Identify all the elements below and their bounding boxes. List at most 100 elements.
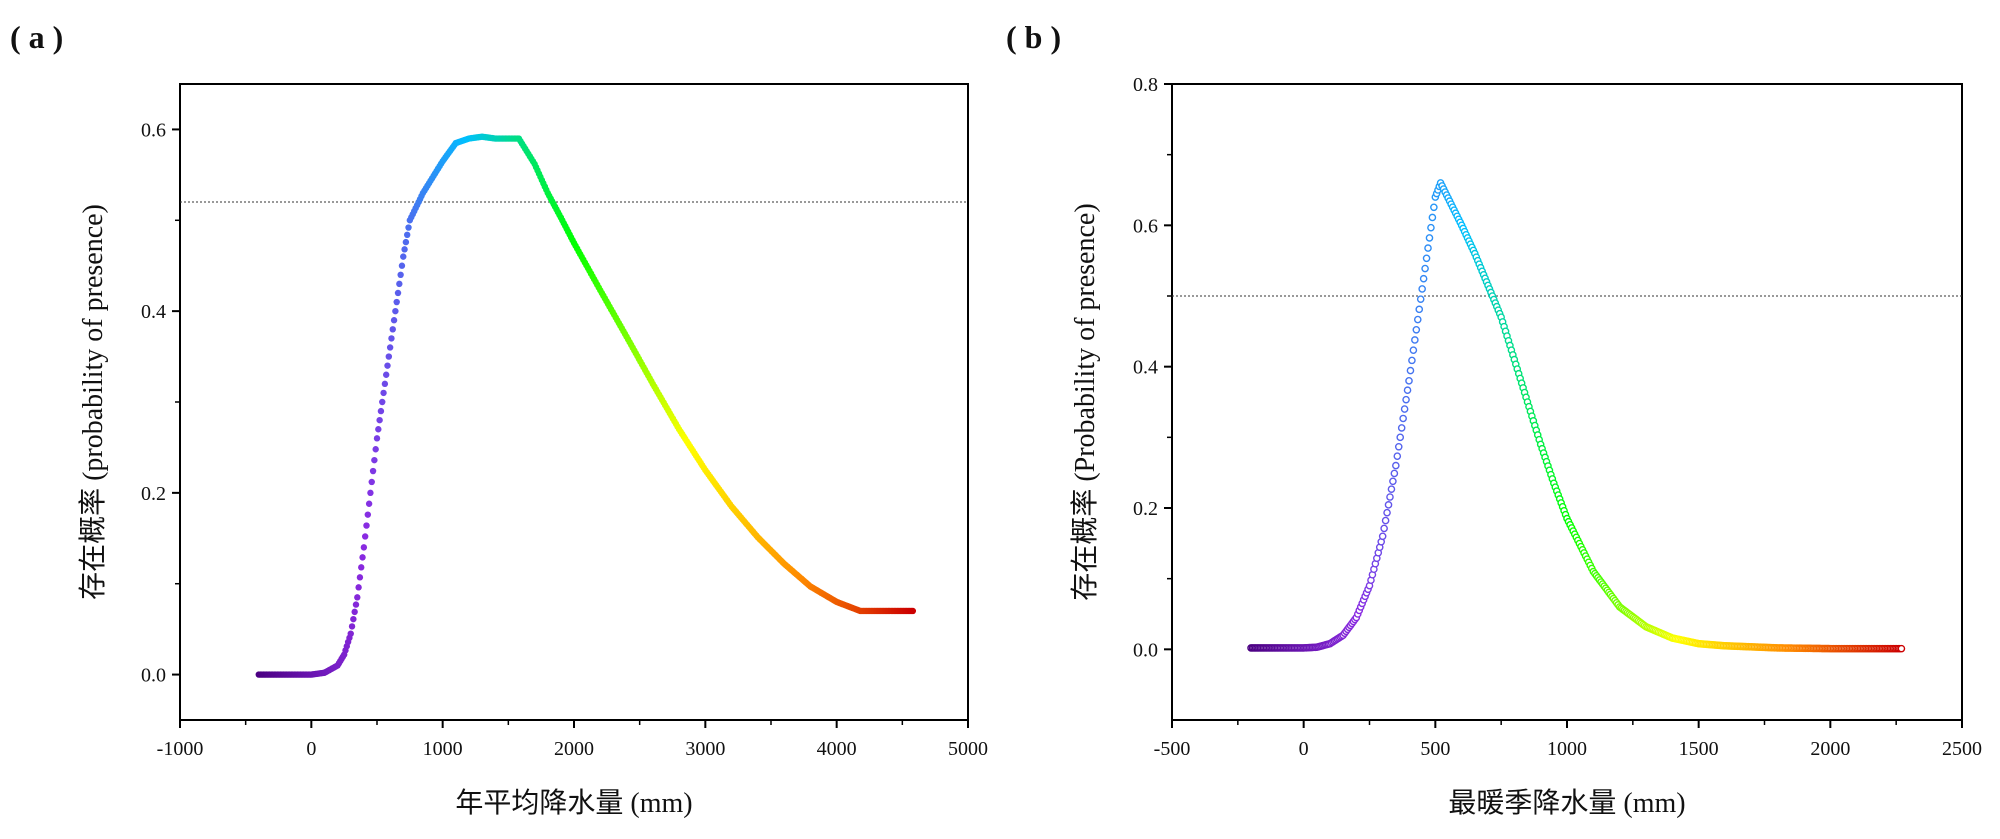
x-tick-label: 1000 xyxy=(423,738,463,760)
data-point xyxy=(1406,366,1415,375)
data-point xyxy=(393,298,400,306)
x-tick-label: 0 xyxy=(1299,738,1309,760)
data-point xyxy=(358,564,365,571)
data-point xyxy=(371,456,378,464)
data-point xyxy=(1397,424,1406,432)
data-point xyxy=(1393,452,1402,460)
data-point xyxy=(376,416,383,424)
data-point xyxy=(369,467,377,475)
data-point xyxy=(384,362,391,369)
x-tick-label: -500 xyxy=(1154,738,1191,760)
data-point xyxy=(400,253,407,260)
panel-a-plot-frame xyxy=(179,83,969,721)
x-tick-label: 500 xyxy=(1420,738,1450,760)
data-point xyxy=(1389,477,1397,486)
data-point xyxy=(1418,285,1426,293)
x-tick-label: -1000 xyxy=(157,738,204,760)
data-point xyxy=(909,607,917,615)
data-point xyxy=(1415,305,1424,314)
data-point xyxy=(375,426,382,433)
data-point xyxy=(1408,356,1416,365)
x-tick-label: 4000 xyxy=(817,738,857,760)
y-tick-label: 0.6 xyxy=(1133,215,1158,237)
data-point xyxy=(348,623,356,630)
data-point xyxy=(1897,644,1906,653)
x-tick-label: 3000 xyxy=(685,738,725,760)
data-point xyxy=(1430,203,1438,212)
data-point xyxy=(1419,274,1428,283)
data-point xyxy=(1380,524,1388,533)
panel-b-y-ticks: 0.0 0.2 0.4 0.6 0.8 xyxy=(1133,74,1172,661)
x-tick-label: 2500 xyxy=(1942,738,1982,760)
x-tick-label: 2000 xyxy=(554,738,594,760)
data-point xyxy=(351,608,358,616)
data-point xyxy=(1405,376,1413,385)
panel-b-y-axis-title: 存在概率 (Probability of presence) xyxy=(1069,203,1101,600)
data-point xyxy=(365,500,373,507)
data-point xyxy=(1412,325,1421,334)
data-point xyxy=(356,574,364,581)
data-point xyxy=(386,344,394,351)
x-tick-label: 1500 xyxy=(1679,738,1719,760)
data-point xyxy=(1425,234,1434,242)
data-point xyxy=(1394,442,1403,451)
data-point xyxy=(388,335,395,342)
data-point xyxy=(402,238,410,246)
panel-a-y-ticks: 0.0 0.2 0.4 0.6 xyxy=(141,119,180,687)
data-point xyxy=(1427,223,1435,232)
data-point xyxy=(396,280,403,288)
data-point xyxy=(404,231,411,239)
data-point xyxy=(367,489,374,497)
x-tick-label: 2000 xyxy=(1810,738,1850,760)
data-point xyxy=(1399,414,1407,423)
data-point xyxy=(394,289,402,297)
data-point xyxy=(389,326,396,333)
data-point xyxy=(1424,244,1432,252)
panel-a-points xyxy=(255,133,917,678)
data-point xyxy=(397,271,404,278)
y-tick-label: 0.6 xyxy=(141,119,166,141)
y-tick-label: 0.4 xyxy=(1133,357,1158,379)
data-point xyxy=(360,544,368,551)
data-point xyxy=(1409,346,1418,354)
data-point xyxy=(398,262,406,269)
data-point xyxy=(354,594,361,601)
data-point xyxy=(1421,264,1429,273)
panel-a-label: ( a ) xyxy=(10,19,63,55)
data-point xyxy=(1383,508,1391,517)
panel-a: ( a ) -1000 0 1000 2000 3000 4000 5000 0.00.20… xyxy=(10,19,988,819)
data-point xyxy=(1413,315,1422,324)
data-point xyxy=(355,584,362,591)
data-point xyxy=(368,478,375,486)
panel-b-x-axis-title: 最暖季降水量 (mm) xyxy=(1448,787,1685,819)
data-point xyxy=(363,522,370,529)
data-point xyxy=(377,407,385,415)
data-point xyxy=(372,446,379,453)
data-point xyxy=(1403,386,1412,395)
data-point xyxy=(1422,254,1431,263)
data-point xyxy=(380,389,387,397)
x-tick-label: 5000 xyxy=(948,738,988,760)
panel-b-plot-frame xyxy=(1171,83,1963,721)
panel-b-x-ticks: -500 0 500 1000 1500 2000 2500 xyxy=(1154,720,1982,760)
data-point xyxy=(1428,213,1437,222)
data-point xyxy=(347,630,354,637)
panel-b-label: ( b ) xyxy=(1006,19,1061,55)
data-point xyxy=(1387,485,1396,493)
panel-a-x-axis-title: 年平均降水量 (mm) xyxy=(455,787,692,819)
data-point xyxy=(1390,469,1399,478)
data-point xyxy=(361,533,369,540)
data-point xyxy=(1402,395,1410,404)
data-point xyxy=(381,380,389,388)
data-point xyxy=(1381,516,1390,525)
data-point xyxy=(1411,336,1419,344)
panel-b-points xyxy=(1247,179,1906,653)
data-point xyxy=(350,615,357,623)
data-point xyxy=(1386,493,1394,501)
data-point xyxy=(390,317,398,324)
y-tick-label: 0.4 xyxy=(141,301,166,323)
data-point xyxy=(352,601,360,608)
y-tick-label: 0.0 xyxy=(141,665,166,687)
